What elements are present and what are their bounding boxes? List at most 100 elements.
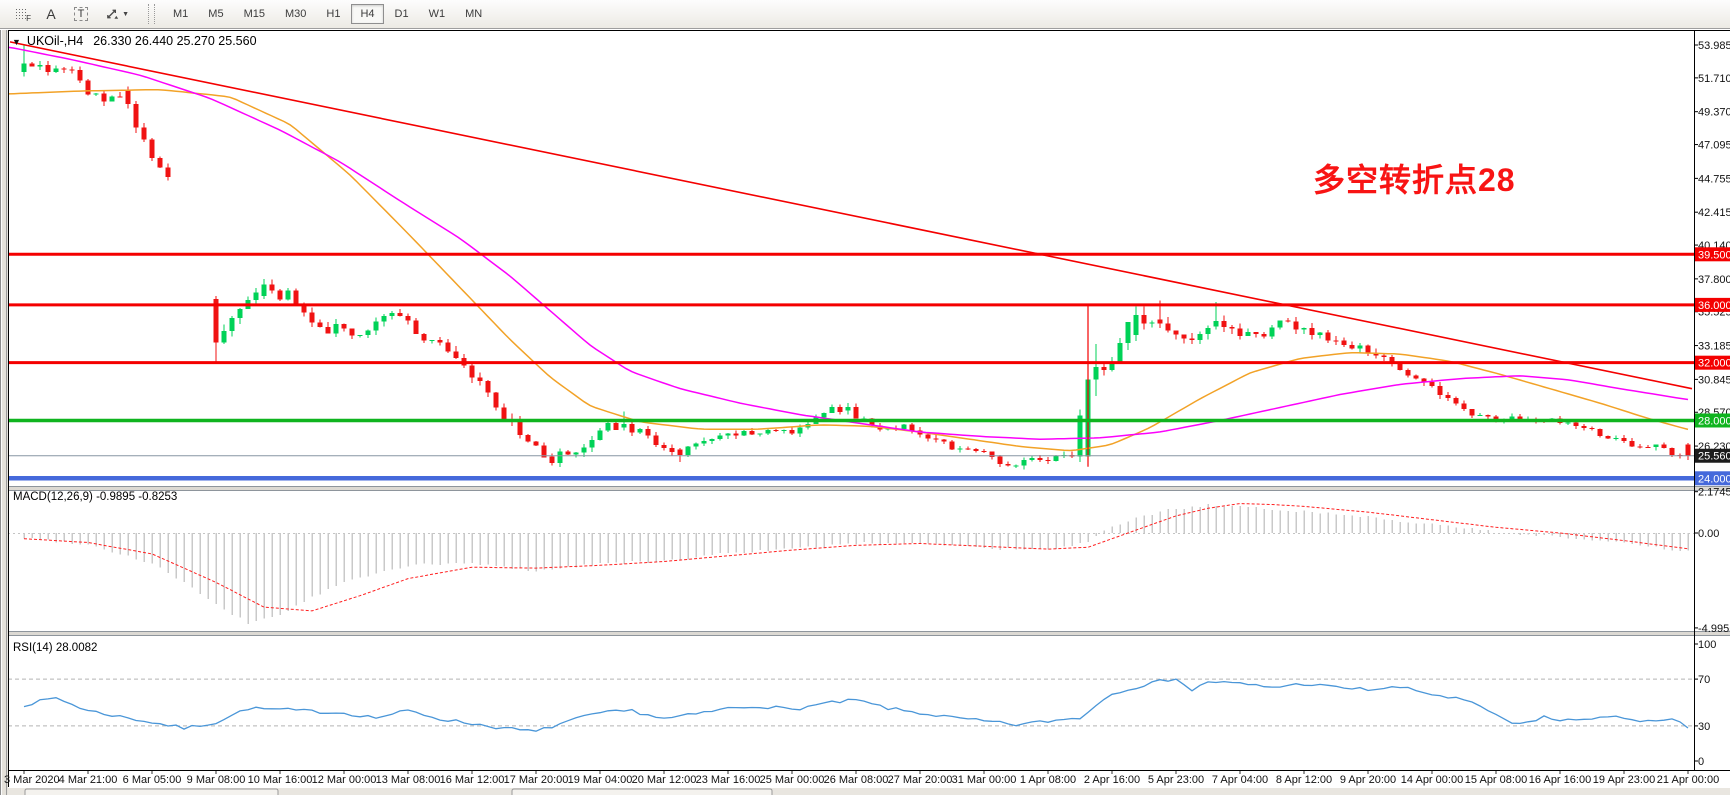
chart-borders	[8, 30, 1730, 787]
pane-separator[interactable]	[8, 631, 1730, 636]
chart-tab[interactable]	[24, 788, 279, 795]
bottom-tab-strip	[8, 788, 1730, 795]
price-level-flag: 24.000	[1695, 471, 1730, 486]
time-tick-label: 13 Mar 08:00	[376, 774, 441, 786]
arrange-windows-icon-button[interactable]: ▼	[98, 3, 136, 25]
price-tick-label: 42.415	[1698, 207, 1730, 219]
time-tick-label: 6 Mar 05:00	[123, 774, 182, 786]
boxed-t-icon: T	[73, 7, 89, 21]
price-tick-label: 47.095	[1698, 140, 1730, 152]
time-tick-label: 10 Mar 16:00	[248, 774, 313, 786]
symbol-dropdown-icon[interactable]: ▼	[12, 37, 21, 47]
price-tick-label: 37.800	[1698, 274, 1730, 286]
price-level-flag: 25.560	[1695, 448, 1730, 463]
time-tick-label: 12 Mar 00:00	[312, 774, 377, 786]
descending-trendline[interactable]	[9, 41, 1693, 390]
timeframe-button-mn[interactable]: MN	[456, 4, 491, 24]
time-tick-label: 27 Mar 20:00	[888, 774, 953, 786]
price-tick-label: 51.710	[1698, 73, 1730, 85]
svg-text:24.000: 24.000	[1698, 473, 1730, 485]
price-level-flag: 36.000	[1695, 297, 1730, 312]
macd-signal-line	[23, 503, 1689, 612]
price-axis[interactable]: 53.98551.71049.37047.09544.75542.41540.1…	[1694, 40, 1730, 768]
timeframe-button-h1[interactable]: H1	[317, 4, 349, 24]
time-tick-label: 9 Mar 08:00	[187, 774, 246, 786]
svg-text:25.560: 25.560	[1698, 451, 1730, 463]
time-tick-label: 8 Apr 12:00	[1276, 774, 1332, 786]
grid-dots-icon	[15, 7, 27, 21]
price-level-flag: 32.000	[1695, 355, 1730, 370]
rsi-pane	[8, 678, 1694, 732]
macd-indicator-label: MACD(12,26,9) -0.9895 -0.8253	[13, 491, 178, 503]
timeframe-button-m30[interactable]: M30	[276, 4, 315, 24]
toolbar-grip[interactable]	[148, 4, 155, 24]
time-tick-label: 16 Mar 12:00	[440, 774, 505, 786]
macd-pane	[8, 503, 1694, 625]
time-tick-label: 19 Apr 23:00	[1593, 774, 1655, 786]
font-tool-icon-button[interactable]: A	[38, 3, 64, 25]
time-tick-label: 25 Mar 00:00	[760, 774, 825, 786]
chart-annotation-text: 多空转折点28	[1313, 162, 1516, 198]
macd-tick-label: 0.00	[1698, 528, 1719, 540]
diagonal-arrows-icon	[107, 9, 119, 19]
price-level-flag: 39.500	[1695, 247, 1730, 262]
time-tick-label: 26 Mar 08:00	[824, 774, 889, 786]
left-splitter[interactable]	[0, 30, 8, 795]
timeframe-button-m15[interactable]: M15	[235, 4, 274, 24]
svg-text:39.500: 39.500	[1698, 249, 1730, 261]
time-tick-label: 7 Apr 04:00	[1212, 774, 1268, 786]
time-tick-label: 23 Mar 16:00	[696, 774, 761, 786]
rsi-tick-label: 70	[1698, 674, 1710, 686]
timeframe-button-w1[interactable]: W1	[420, 4, 455, 24]
rsi-tick-label: 100	[1698, 639, 1716, 651]
timeframe-button-m1[interactable]: M1	[164, 4, 197, 24]
time-tick-label: 17 Mar 20:00	[504, 774, 569, 786]
time-tick-label: 15 Apr 08:00	[1465, 774, 1527, 786]
time-tick-label: 2 Apr 16:00	[1084, 774, 1140, 786]
time-tick-label: 14 Apr 00:00	[1401, 774, 1463, 786]
time-tick-label: 20 Mar 12:00	[632, 774, 697, 786]
time-tick-label: 3 Mar 2020	[4, 774, 60, 786]
symbol-period-label: UKOil-,H4	[26, 34, 84, 48]
svg-text:36.000: 36.000	[1698, 300, 1730, 312]
text-label-tool-icon-button[interactable]: T	[68, 3, 94, 25]
dropdown-caret-icon: ▼	[122, 10, 129, 18]
rsi-tick-label: 30	[1698, 721, 1710, 733]
price-tick-label: 30.845	[1698, 374, 1730, 386]
time-tick-label: 21 Apr 00:00	[1657, 774, 1719, 786]
grid-f-label: F	[26, 14, 31, 23]
rsi-indicator-label: RSI(14) 28.0082	[13, 642, 98, 654]
chart-tab[interactable]	[511, 788, 773, 795]
timeframe-toolbar: M1 M5 M15 M30 H1 H4 D1 W1 MN	[163, 4, 492, 24]
ma-fast-orange	[7, 88, 1689, 452]
timeframe-button-m5[interactable]: M5	[199, 4, 232, 24]
rsi-tick-label: 0	[1698, 756, 1704, 768]
price-tick-label: 49.370	[1698, 107, 1730, 119]
price-tick-label: 53.985	[1698, 40, 1730, 52]
chart-canvas[interactable]: 53.98551.71049.37047.09544.75542.41540.1…	[0, 30, 1730, 795]
macd-tick-label: 2.1745	[1698, 487, 1730, 499]
time-tick-label: 31 Mar 00:00	[952, 774, 1017, 786]
price-tick-label: 44.755	[1698, 173, 1730, 185]
time-tick-label: 5 Apr 23:00	[1148, 774, 1204, 786]
grid-template-icon-button[interactable]: F	[8, 3, 34, 25]
time-tick-label: 1 Apr 08:00	[1020, 774, 1076, 786]
time-tick-label: 4 Mar 21:00	[59, 774, 118, 786]
svg-text:32.000: 32.000	[1698, 358, 1730, 370]
time-tick-label: 9 Apr 20:00	[1340, 774, 1396, 786]
svg-text:28.000: 28.000	[1698, 415, 1730, 427]
rsi-line	[23, 678, 1689, 732]
price-level-flag: 28.000	[1695, 413, 1730, 428]
pane-separator[interactable]	[8, 486, 1730, 491]
candlestick-series	[21, 45, 1691, 470]
time-tick-label: 16 Apr 16:00	[1529, 774, 1591, 786]
chart-title[interactable]: ▼ UKOil-,H4 26.330 26.440 25.270 25.560	[12, 34, 257, 48]
horizontal-level-lines[interactable]	[8, 252, 1694, 481]
macd-histogram	[23, 504, 1689, 625]
timeframe-button-h4[interactable]: H4	[351, 4, 384, 24]
ohlc-readout: 26.330 26.440 25.270 25.560	[93, 34, 257, 48]
macd-tick-label: -4.9955	[1698, 623, 1730, 635]
timeframe-button-d1[interactable]: D1	[386, 4, 418, 24]
